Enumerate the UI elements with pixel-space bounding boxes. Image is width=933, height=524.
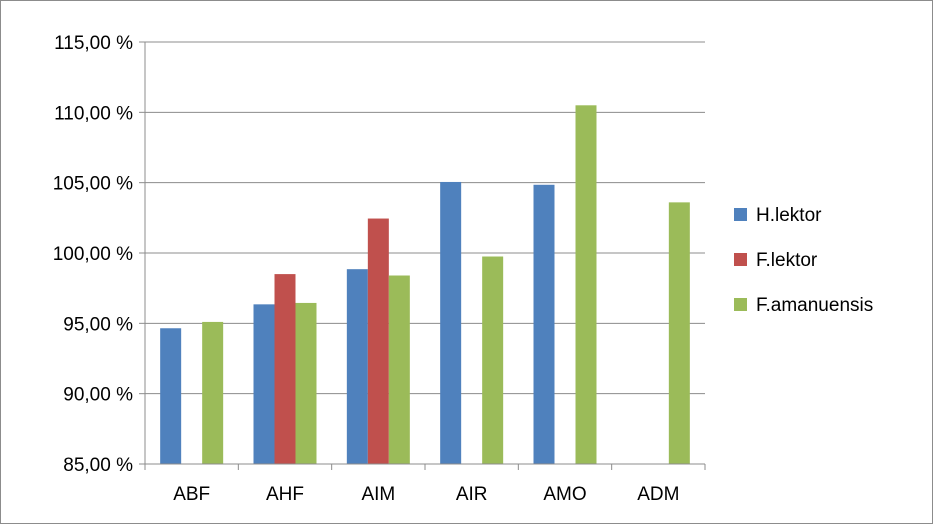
bar-h-lektor-ahf [253,304,275,464]
bar-f-amanuensis-abf [202,321,224,464]
bar-f-amanuensis-air [482,256,504,464]
bar-f-lektor-ahf [274,274,296,464]
legend-swatch [734,208,747,221]
y-tick-label: 115,00 % [54,33,133,54]
bar-h-lektor-abf [160,328,182,464]
y-tick-label: 105,00 % [53,174,133,195]
x-tick-label: ADM [637,484,679,505]
gridlines [145,41,705,395]
bar-f-amanuensis-amo [575,105,597,465]
bars [160,105,690,465]
legend-swatch [734,298,747,311]
x-tick-label: AIR [456,484,488,505]
x-tick-label: AIM [361,484,395,505]
legend-label: H.lektor [756,205,822,226]
y-tick-label: 85,00 % [63,455,133,476]
y-tick-label: 95,00 % [63,314,133,335]
y-tick-label: 110,00 % [54,103,133,124]
bar-f-lektor-aim [367,218,389,464]
y-tick-label: 100,00 % [53,244,133,265]
x-tick-label: AMO [543,484,586,505]
bar-f-amanuensis-adm [668,202,690,465]
bar-f-amanuensis-aim [388,275,410,464]
bar-h-lektor-aim [346,269,368,464]
y-tick-label: 90,00 % [63,385,133,406]
bar-f-amanuensis-ahf [295,302,317,464]
legend-label: F.lektor [756,250,818,271]
bar-h-lektor-amo [533,184,555,464]
bar-h-lektor-air [440,181,462,465]
x-tick-label: ABF [173,484,210,505]
legend-swatch [734,253,747,266]
legend: H.lektor F.lektor F.amanuensis [734,205,873,316]
legend-label: F.amanuensis [756,295,873,316]
x-tick-label: AHF [266,484,304,505]
axes: 85,00 % 90,00 % 95,00 % 100,00 % 105,00 % 110… [53,33,706,505]
